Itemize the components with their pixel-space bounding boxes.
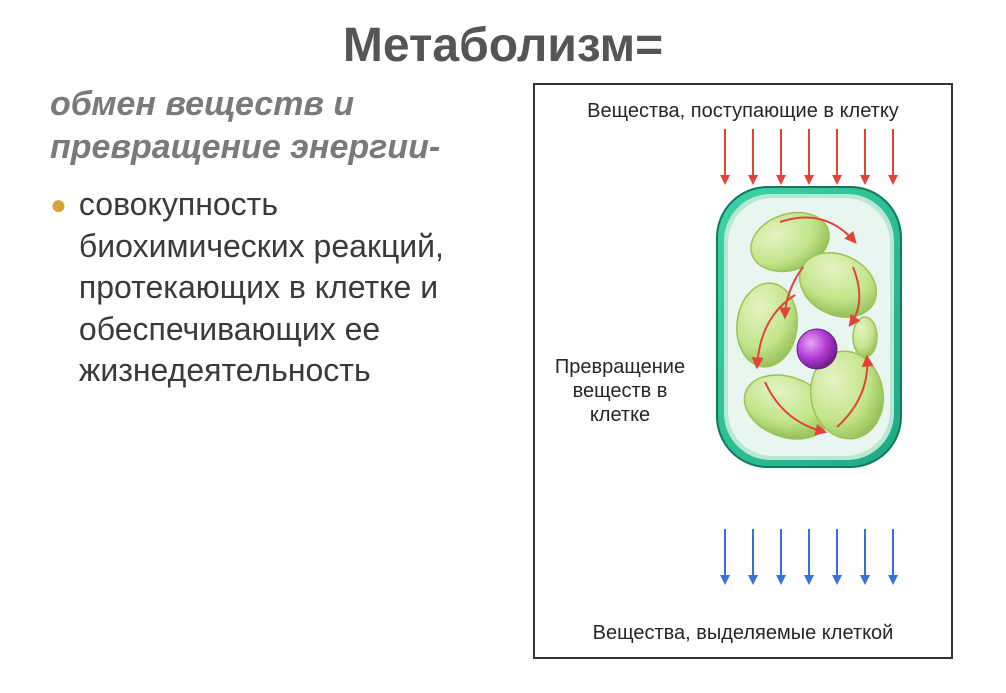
page-title: Метаболизм= xyxy=(0,0,1006,83)
diagram-label-top: Вещества, поступающие в клетку xyxy=(587,99,899,123)
body-text: совокупность биохимических реакций, прот… xyxy=(79,184,510,392)
bullet-item: ● совокупность биохимических реакций, пр… xyxy=(50,184,510,392)
text-column: обмен веществ и превращение энергии- ● с… xyxy=(30,83,510,659)
diagram-column: Вещества, поступающие в клетку Превращен… xyxy=(510,83,976,659)
cell-diagram: Вещества, поступающие в клетку Превращен… xyxy=(533,83,953,659)
bullet-icon: ● xyxy=(50,188,67,222)
content-row: обмен веществ и превращение энергии- ● с… xyxy=(0,83,1006,659)
subtitle: обмен веществ и превращение энергии- xyxy=(50,83,510,168)
diagram-label-bottom: Вещества, выделяемые клеткой xyxy=(593,621,894,645)
diagram-label-middle: Превращение веществ в клетке xyxy=(545,355,695,427)
